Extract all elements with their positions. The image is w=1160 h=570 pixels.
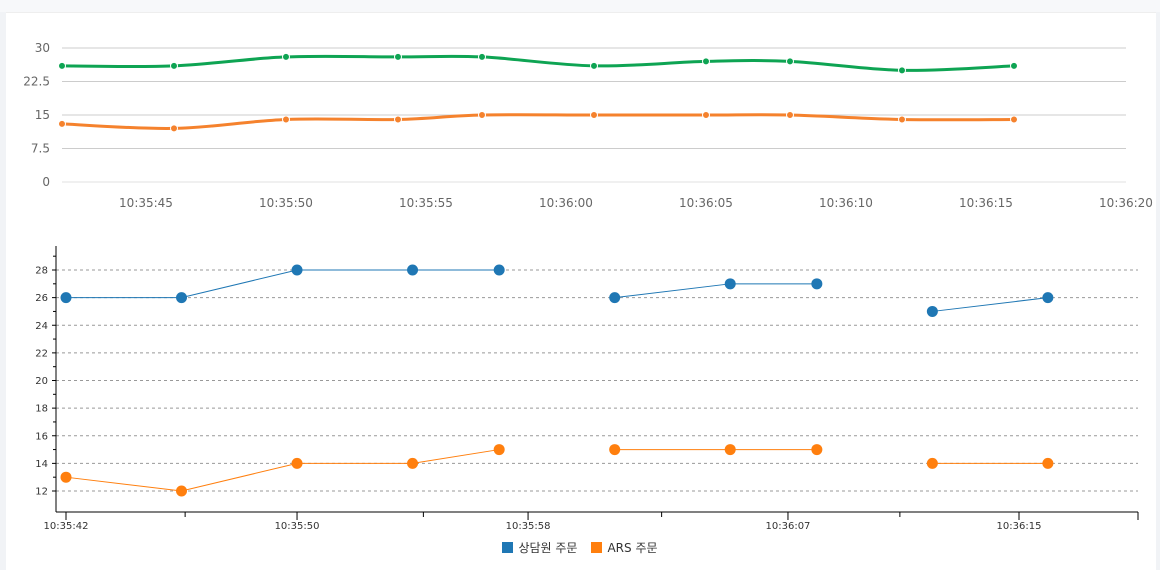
data-point — [898, 115, 906, 124]
x-tick-label: 10:35:55 — [399, 196, 453, 210]
data-point — [58, 119, 66, 128]
data-point — [786, 111, 794, 119]
data-point — [176, 292, 188, 304]
data-point — [291, 264, 303, 276]
x-tick-label: 10:35:50 — [259, 196, 313, 210]
legend-item-ars[interactable]: ARS 주문 — [591, 539, 658, 556]
data-point — [609, 444, 621, 456]
y-tick-label: 12 — [35, 487, 48, 498]
data-point — [609, 292, 621, 304]
data-point — [282, 115, 290, 124]
dot-line-chart: 12 14 16 18 20 22 24 26 28 10:35:42 10:35:50 10:35:… — [35, 246, 1139, 532]
data-point — [478, 111, 486, 119]
data-point — [724, 444, 736, 456]
data-point — [407, 264, 419, 276]
y-tick-label: 15 — [35, 108, 50, 122]
y-tick-label: 7.5 — [31, 142, 50, 156]
x-tick-label: 10:35:45 — [119, 196, 173, 210]
data-point — [478, 52, 486, 61]
y-tick-label: 30 — [35, 41, 50, 55]
data-point — [60, 292, 72, 304]
data-point — [493, 264, 505, 276]
x-tick-label: 10:35:58 — [506, 521, 551, 532]
y-tick-label: 14 — [35, 459, 48, 470]
x-tick-label: 10:36:07 — [766, 521, 811, 532]
data-point — [493, 444, 505, 456]
right-rail — [1156, 12, 1160, 570]
x-tick-label: 10:36:10 — [819, 196, 873, 210]
data-point — [282, 52, 290, 61]
data-point — [394, 115, 402, 124]
series-line — [61, 54, 1015, 72]
x-tick-label: 10:36:20 — [1099, 196, 1153, 210]
data-point — [176, 485, 188, 497]
left-rail — [0, 12, 6, 570]
series-line — [614, 283, 817, 299]
data-point — [926, 305, 938, 317]
x-tick-label: 10:36:15 — [997, 521, 1042, 532]
data-point — [407, 457, 419, 469]
series-line — [65, 449, 500, 492]
data-point — [786, 57, 794, 66]
x-tick-label: 10:35:42 — [44, 521, 89, 532]
y-tick-label: 24 — [35, 321, 48, 332]
data-point — [170, 124, 178, 133]
data-point — [394, 52, 402, 61]
legend-item-agent[interactable]: 상담원 주문 — [502, 539, 577, 556]
series-line — [932, 297, 1048, 312]
data-point — [170, 61, 178, 70]
legend-swatch-agent — [502, 542, 514, 553]
series-line — [61, 113, 1015, 130]
data-point — [1042, 292, 1054, 304]
data-point — [1042, 457, 1054, 469]
data-point — [702, 57, 710, 66]
data-point — [702, 111, 710, 119]
x-tick-label: 10:36:15 — [959, 196, 1013, 210]
series-line — [66, 269, 500, 299]
y-tick-label: 16 — [35, 431, 48, 442]
data-point — [926, 457, 938, 469]
x-tick-label: 10:35:50 — [275, 521, 320, 532]
data-point — [291, 457, 303, 469]
data-point — [724, 278, 736, 290]
x-tick-label: 10:36:05 — [679, 196, 733, 210]
y-tick-label: 26 — [35, 293, 48, 304]
data-point — [1010, 61, 1018, 70]
y-tick-label: 22 — [35, 348, 48, 359]
legend-label-ars: ARS 주문 — [607, 541, 658, 555]
data-point — [1010, 115, 1018, 124]
legend: 상담원 주문 ARS 주문 — [0, 539, 1160, 556]
y-tick-label: 28 — [35, 266, 48, 277]
y-tick-label: 18 — [35, 404, 48, 415]
y-tick-label: 22.5 — [23, 75, 50, 89]
data-point — [590, 111, 598, 119]
data-point — [811, 278, 823, 290]
x-tick-label: 10:36:00 — [539, 196, 593, 210]
legend-swatch-ars — [591, 542, 603, 553]
y-tick-label: 0 — [42, 175, 50, 189]
data-point — [590, 61, 598, 70]
data-point — [58, 61, 66, 70]
top-strip — [0, 0, 1160, 13]
smooth-line-chart: 0 7.5 15 22.5 30 10:35:45 10:35:50 10:35:55 10:3… — [23, 41, 1153, 210]
data-point — [898, 66, 906, 75]
data-point — [811, 444, 823, 456]
y-tick-label: 20 — [35, 376, 48, 387]
data-point — [60, 471, 72, 483]
legend-label-agent: 상담원 주문 — [518, 541, 578, 555]
